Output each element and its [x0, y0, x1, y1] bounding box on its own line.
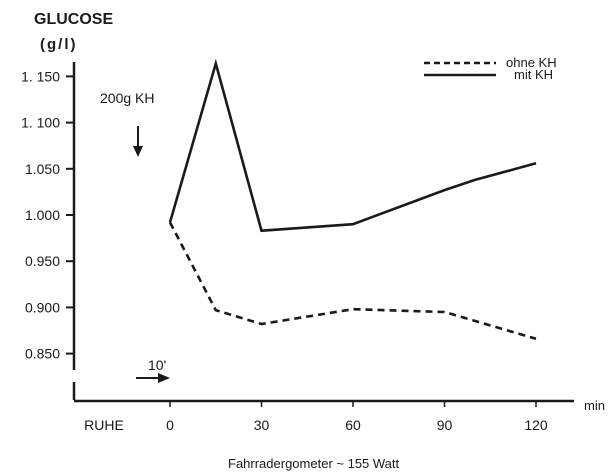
x-tick-label: RUHE	[84, 417, 124, 433]
x-tick-label: 90	[437, 417, 453, 433]
y-tick-label: 0.900	[25, 299, 60, 315]
y-tick-label: 1.050	[25, 161, 60, 177]
series-line-ohne-kh	[168, 221, 537, 341]
right-arrow-icon	[136, 373, 170, 383]
y-tick-label: 0.950	[25, 253, 60, 269]
x-tick-label: 120	[524, 417, 548, 433]
y-tick-label: 1. 100	[21, 115, 60, 131]
series-layer	[168, 58, 537, 341]
x-axis-unit-label: min	[584, 398, 605, 413]
y-tick-label: 1. 150	[21, 68, 60, 84]
y-tick-label: 1.000	[25, 207, 60, 223]
dose-annotation: 200g KH	[100, 90, 154, 106]
x-tick-label: 0	[166, 417, 174, 433]
x-axis-title: Fahrradergometer ~ 155 Watt	[228, 456, 400, 471]
y-axis-ticks: 1. 150 1. 100 1.050 1.000 0.950 0.900 0.850	[21, 68, 74, 362]
legend-label-ohne-kh: ohne KH	[506, 55, 557, 70]
x-axis-ticks: RUHE 0 30 60 90 120	[84, 401, 548, 433]
chart-title: GLUCOSE	[34, 11, 113, 28]
y-axis-unit-label: (g/l)	[40, 36, 78, 53]
legend: ohne KH mit KH	[424, 55, 557, 82]
series-line-mit-kh	[168, 58, 537, 233]
down-arrow-icon	[133, 126, 143, 157]
x-tick-label: 30	[254, 417, 270, 433]
x-tick-label: 60	[345, 417, 361, 433]
legend-label-mit-kh: mit KH	[514, 67, 553, 82]
interval-annotation: 10'	[148, 357, 166, 373]
y-tick-label: 0.850	[25, 346, 60, 362]
